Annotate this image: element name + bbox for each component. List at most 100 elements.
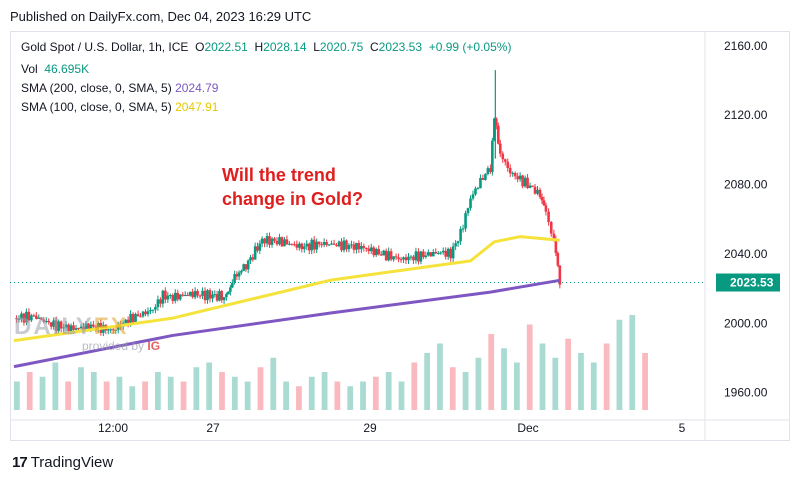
candle-body (446, 248, 450, 257)
candle-body (556, 252, 560, 266)
candle-body (362, 246, 366, 248)
candle-body (526, 177, 529, 188)
volume-bar (142, 381, 148, 410)
candle-body (439, 252, 443, 254)
volume-bar (398, 381, 405, 410)
candle-body (538, 189, 542, 197)
candle-body (377, 248, 381, 255)
volume-bar (39, 376, 46, 410)
candle-body (260, 238, 264, 244)
legend-close: 2023.53 (378, 40, 423, 54)
candle-body (97, 322, 100, 331)
chart-frame[interactable] (10, 31, 790, 441)
candle-body (178, 294, 182, 300)
candle-body (136, 314, 140, 317)
volume-bar (424, 353, 431, 410)
volume-bar (539, 343, 546, 410)
x-tick-label: 27 (206, 421, 220, 435)
candle-body (44, 320, 48, 322)
legend-sma200: SMA (200, close, 0, SMA, 5) 2024.79 (21, 81, 219, 95)
candle-body (429, 252, 433, 257)
candle-body (15, 318, 18, 320)
candle-body (528, 185, 532, 188)
candle-body (466, 208, 470, 214)
candle-body (17, 318, 21, 320)
candle-body (558, 265, 562, 285)
volume-bar (513, 362, 520, 410)
candle-body (295, 244, 299, 248)
candle-body (394, 256, 398, 258)
volume-bar (321, 372, 328, 410)
legend-symbol: Gold Spot / U.S. Dollar, 1h, ICE (21, 40, 189, 54)
candle-body (74, 328, 78, 330)
volume-bar (14, 381, 20, 410)
volume-bar (283, 381, 289, 410)
candle-body (402, 257, 405, 260)
volume-bar (270, 357, 277, 410)
volume-bar (206, 362, 213, 410)
candle-body (399, 259, 403, 261)
candle-body (484, 174, 487, 180)
candle-body (246, 260, 250, 270)
candle-body (434, 252, 438, 254)
volume-bar (411, 362, 418, 410)
volume-bar (167, 376, 174, 410)
candle-body (441, 250, 445, 253)
candle-body (325, 242, 328, 245)
legend-sma100-value: 2047.91 (175, 100, 219, 114)
candle-body (173, 292, 177, 301)
candle-body (231, 282, 234, 288)
candle-body (544, 205, 548, 212)
candle-body (459, 228, 462, 242)
volume-bar (347, 386, 354, 410)
candle-body (47, 320, 51, 323)
candle-body (312, 239, 316, 250)
x-tick-label: 12:00 (98, 421, 128, 435)
candle-body (222, 297, 226, 301)
candle-body (191, 291, 194, 298)
volume-bar (78, 367, 84, 410)
volume-bar (475, 357, 482, 410)
candle-body (280, 237, 284, 247)
candle-body (176, 292, 180, 300)
candle-body (431, 252, 435, 257)
candle-body (229, 287, 232, 292)
legend-sma100: SMA (100, close, 0, SMA, 5) 2047.91 (21, 100, 219, 114)
y-tick-label: 2000.00 (724, 316, 768, 330)
candle-body (461, 228, 465, 230)
candle-body (479, 177, 482, 189)
chart-annotation: Will the trend change in Gold? (222, 165, 364, 209)
candle-body (290, 243, 294, 245)
candle-body (404, 257, 408, 261)
candle-body (275, 240, 279, 245)
candle-body (379, 254, 383, 256)
candle-body (302, 246, 306, 250)
candle-body (77, 328, 80, 330)
volume-bar (116, 376, 123, 410)
tradingview-logo[interactable]: 17 TradingView (12, 454, 113, 471)
candle-body (516, 176, 519, 180)
candle-body (87, 323, 90, 332)
candle-body (355, 243, 358, 250)
volume-bar (155, 372, 161, 410)
candle-body (317, 241, 321, 245)
sma200-line (13, 278, 561, 369)
candle-body (166, 295, 170, 300)
volume-bar (308, 376, 315, 410)
candle-body (476, 188, 480, 190)
candle-body (59, 321, 63, 329)
volume-bar (180, 381, 187, 410)
candle-body (215, 294, 219, 301)
candle-body (337, 241, 341, 247)
candle-body (188, 291, 192, 296)
candle-body (495, 118, 498, 126)
volume-bar (462, 372, 469, 410)
candle-body (89, 324, 93, 332)
candle-body (237, 272, 241, 277)
candle-body (542, 200, 546, 206)
legend-high: 2028.14 (263, 40, 307, 54)
candle-body (244, 264, 248, 270)
candle-body (263, 238, 266, 244)
candle-body (464, 213, 467, 229)
